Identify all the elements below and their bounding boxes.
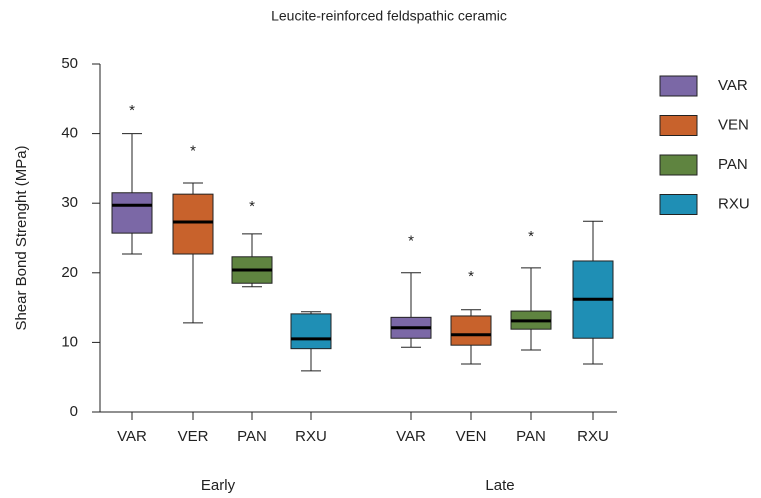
legend-swatch — [659, 75, 698, 97]
y-tick-label: 40 — [61, 125, 78, 142]
box — [290, 313, 332, 350]
y-tick-label: 10 — [61, 333, 78, 350]
x-tick-label: VER — [178, 428, 209, 445]
outlier: * — [408, 232, 414, 249]
y-tick-label: 0 — [70, 403, 78, 420]
outlier: * — [190, 142, 196, 159]
y-tick-label: 30 — [61, 194, 78, 211]
x-tick-label: PAN — [516, 428, 546, 445]
group-label: Early — [201, 477, 236, 494]
legend-swatch — [659, 194, 698, 215]
group-label: Late — [485, 477, 514, 494]
outlier: * — [249, 198, 255, 215]
outlier: * — [528, 228, 534, 245]
legend-label: PAN — [718, 156, 748, 173]
y-tick-label: 50 — [61, 55, 78, 72]
x-tick-label: RXU — [295, 428, 327, 445]
box — [111, 192, 153, 234]
x-tick-label: RXU — [577, 428, 609, 445]
legend-label: VEN — [718, 116, 749, 133]
y-axis-label: Shear Bond Strenght (MPa) — [13, 145, 30, 330]
x-tick-label: VAR — [396, 428, 426, 445]
legend-swatch — [659, 154, 698, 176]
x-tick-label: VEN — [456, 428, 487, 445]
box — [450, 315, 492, 346]
outlier: * — [129, 102, 135, 119]
legend-swatch — [659, 115, 698, 136]
outlier: * — [468, 268, 474, 285]
legend-label: VAR — [718, 77, 748, 94]
chart-title: Leucite-reinforced feldspathic ceramic — [271, 8, 507, 24]
legend-label: RXU — [718, 195, 750, 212]
box — [172, 193, 214, 255]
x-tick-label: VAR — [117, 428, 147, 445]
x-tick-label: PAN — [237, 428, 267, 445]
y-tick-label: 20 — [61, 264, 78, 281]
